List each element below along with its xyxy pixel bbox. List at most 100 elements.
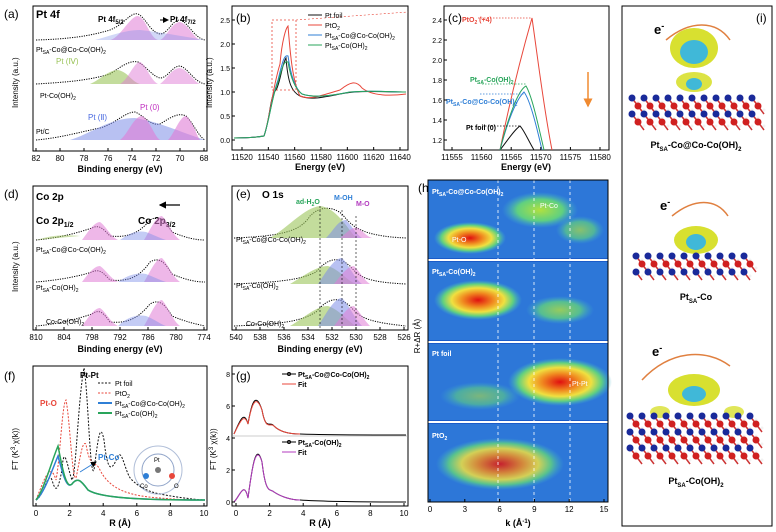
panel-e-curve-bot: Co-Co(OH)2 — [246, 321, 284, 330]
panel-b-yticks: 0.0 0.5 1.0 1.5 2.0 2.5 — [220, 18, 235, 145]
legend-item: PtSA-Co(OH)2 — [325, 43, 368, 52]
model-2-caption: PtSA-Co — [680, 292, 713, 305]
panel-f-inset-o: O — [174, 484, 179, 490]
panel-b: (b) Pt foil PtO2PtSA-Co@Co-Co(OH)2PtSA-Co… — [205, 5, 411, 172]
panel-a-peak2: Pt 4f7/2 — [170, 15, 196, 26]
panel-c-x-tick: 11555 — [441, 153, 463, 162]
panel-d-x-tick: 798 — [85, 333, 99, 342]
panel-c-x-tick: 11580 — [589, 153, 611, 162]
panel-a-x-tick: 80 — [56, 154, 65, 163]
panel-h-ptco: Pt-Co — [540, 203, 558, 210]
panel-b-ylabel: Intensity (a.u.) — [205, 57, 214, 108]
panel-e-x-tick: 532 — [325, 333, 339, 342]
panel-b-x-tick: 11600 — [337, 153, 359, 162]
panel-f-xticks: 0 2 4 6 8 10 — [34, 503, 209, 518]
panel-h-x-tick: 9 — [532, 505, 537, 514]
panel-i: (i) e- PtSA-Co@Co-Co(OH)2 e- PtSA-Co e- — [621, 5, 773, 527]
legend-item: PtSA-Co@Co-Co(OH)2 — [325, 33, 395, 42]
panel-a-x-tick: 78 — [80, 154, 89, 163]
model-3: e- PtSA-Co(OH)2 — [626, 343, 764, 489]
panel-b-y-tick: 0.5 — [220, 114, 230, 121]
panel-e-letter: (e) — [236, 187, 251, 201]
panel-g-y-tick: 8 — [226, 372, 230, 379]
panel-g-y-tick: 2 — [226, 468, 230, 475]
model-2-e: e- — [660, 197, 670, 213]
panel-f-letter: (f) — [4, 369, 15, 383]
panel-g-leg-top: PtSA-Co@Co-Co(OH)2 — [298, 372, 370, 381]
model-3-e: e- — [652, 343, 662, 359]
model-3-caption: PtSA-Co(OH)2 — [668, 476, 724, 489]
panel-b-x-tick: 11620 — [363, 153, 385, 162]
legend-item: Pt foil — [325, 13, 343, 20]
model-1-caption: PtSA-Co@Co-Co(OH)2 — [651, 140, 743, 153]
panel-g-y-tick: 4 — [226, 436, 230, 443]
panel-f-x-tick: 10 — [200, 509, 209, 518]
panel-b-letter: (b) — [236, 11, 251, 25]
panel-g-yticks: 0 2 4 6 8 — [226, 372, 235, 507]
panel-d-xticks: 810 804 798 792 786 780 774 — [29, 327, 211, 342]
panel-f-x-tick: 8 — [168, 509, 173, 518]
panel-a-x-tick: 72 — [152, 154, 161, 163]
panel-i-letter: (i) — [756, 11, 767, 25]
panel-c-y-tick: 1.6 — [432, 98, 442, 105]
panel-h-x-tick: 3 — [463, 505, 468, 514]
panel-d-curve-bot: Co-Co(OH)2 — [46, 319, 84, 328]
panel-h-row1: PtSA-Co@Co-Co(OH)2 — [432, 189, 504, 198]
panel-f-pto: Pt-O — [40, 399, 57, 408]
legend-item: PtSA-Co@Co-Co(OH)2 — [115, 401, 185, 410]
panel-e-xticks: 540 538 536 534 532 530 528 526 — [229, 327, 411, 342]
panel-d-ylabel: Intensity (a.u.) — [11, 241, 20, 292]
panel-c-ptco: PtSA-Co(OH)2 — [470, 77, 514, 86]
panel-e: (e) O 1s ad-H2O M-OH M-O PtSA-Co@Co-Co(O… — [229, 185, 411, 354]
panel-c-y-tick: 1.4 — [432, 118, 442, 125]
panel-a-x-tick: 74 — [128, 154, 137, 163]
panel-b-y-tick: 2.0 — [220, 42, 230, 49]
panel-c-ptfoil: Pt foil (0) — [466, 125, 496, 132]
panel-f: (f) Pt-Pt Pt-O Pt-Co Pt foilPtO2PtSA-Co@… — [4, 365, 209, 528]
panel-a-pt4-label: Pt (Ⅳ) — [56, 57, 79, 66]
panel-a-x-tick: 70 — [176, 154, 185, 163]
panel-e-x-tick: 540 — [229, 333, 243, 342]
panel-d-peak1: Co 2p1/2 — [36, 216, 74, 229]
panel-c-x-tick: 11560 — [471, 153, 493, 162]
panel-g-letter: (g) — [236, 369, 251, 383]
panel-c-pto2: PtO2 (+4) — [462, 17, 492, 26]
panel-a-peak1: Pt 4f5/2 — [98, 15, 124, 26]
panel-a-xlabel: Binding energy (eV) — [77, 164, 162, 174]
panel-c-letter: (c) — [448, 11, 462, 25]
panel-d-x-tick: 804 — [57, 333, 71, 342]
panel-d-x-tick: 810 — [29, 333, 43, 342]
panel-c-x-tick: 11565 — [500, 153, 522, 162]
panel-f-x-tick: 0 — [34, 509, 39, 518]
panel-d-curve-mid: PtSA-Co(OH)2 — [36, 285, 79, 294]
panel-f-legend: Pt foil PtO2PtSA-Co@Co-Co(OH)2PtSA-Co(OH)… — [98, 381, 185, 420]
legend-item: Pt foil — [115, 381, 133, 388]
panel-a-letter: (a) — [4, 7, 19, 21]
panel-g-leg-bot: PtSA-Co(OH)2 — [298, 440, 342, 449]
panel-g-x-tick: 10 — [400, 509, 409, 518]
panel-a-x-tick: 68 — [200, 154, 209, 163]
panel-g-x-tick: 8 — [368, 509, 373, 518]
panel-f-x-tick: 6 — [135, 509, 140, 518]
panel-d-x-tick: 780 — [169, 333, 183, 342]
panel-g-fit-bot: Fit — [298, 450, 307, 457]
model-2: e- PtSA-Co — [632, 197, 758, 305]
panel-e-lab2: M-OH — [334, 195, 353, 202]
panel-a-curve-top: PtSA-Co@Co-Co(OH)2 — [36, 47, 106, 56]
panel-h-x-tick: 12 — [565, 505, 574, 514]
panel-a-ylabel: Intensity (a.u.) — [11, 57, 20, 108]
panel-g-x-tick: 0 — [234, 509, 239, 518]
panel-d-xlabel: Binding energy (eV) — [77, 344, 162, 354]
model-1-e: e- — [654, 21, 664, 37]
panel-d-peak2: Co 2p3/2 — [138, 216, 176, 229]
panel-a-pt2-label: Pt (Ⅱ) — [88, 113, 107, 122]
panel-e-x-tick: 538 — [253, 333, 267, 342]
panel-e-x-tick: 526 — [397, 333, 411, 342]
panel-d-x-tick: 786 — [141, 333, 155, 342]
panel-b-xticks: 11520 11540 11560 11580 11600 11620 11640 — [231, 147, 411, 162]
panel-a-curve-mid: Pt-Co(OH)2 — [40, 93, 76, 102]
panel-h-row2: PtSA-Co(OH)2 — [432, 269, 476, 278]
panel-g-ylabel: FT (K3 χ(k)) — [209, 428, 218, 470]
panel-f-ylabel: FT (K3·χ(k)) — [11, 428, 20, 470]
panel-e-x-tick: 528 — [373, 333, 387, 342]
